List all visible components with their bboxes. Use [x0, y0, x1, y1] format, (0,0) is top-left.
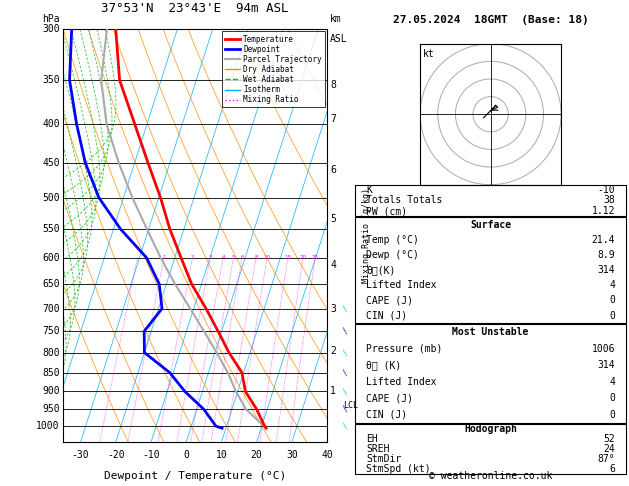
Text: Temp (°C): Temp (°C) — [366, 235, 419, 245]
Text: 6: 6 — [240, 255, 244, 260]
Text: © weatheronline.co.uk: © weatheronline.co.uk — [429, 471, 552, 481]
Text: 500: 500 — [42, 192, 60, 203]
Text: /: / — [342, 422, 350, 431]
Text: CAPE (J): CAPE (J) — [366, 393, 413, 403]
Text: 5: 5 — [231, 255, 235, 260]
Text: /: / — [342, 327, 350, 335]
Text: LCL: LCL — [343, 401, 358, 410]
Text: 7: 7 — [330, 114, 336, 124]
Text: θᴄ (K): θᴄ (K) — [366, 360, 401, 370]
Text: Pressure (mb): Pressure (mb) — [366, 344, 443, 354]
Text: 750: 750 — [42, 326, 60, 336]
Text: 5: 5 — [330, 214, 336, 224]
Text: km: km — [330, 14, 342, 24]
Text: 10: 10 — [216, 450, 227, 460]
Text: /: / — [342, 405, 350, 414]
Text: 0: 0 — [609, 410, 615, 419]
Text: 40: 40 — [321, 450, 333, 460]
Text: 37°53'N  23°43'E  94m ASL: 37°53'N 23°43'E 94m ASL — [101, 1, 289, 15]
Text: 25: 25 — [312, 255, 319, 260]
Text: 52: 52 — [603, 434, 615, 444]
Text: Lifted Index: Lifted Index — [366, 377, 437, 387]
Text: 950: 950 — [42, 404, 60, 414]
Text: EH: EH — [366, 434, 378, 444]
Text: 27.05.2024  18GMT  (Base: 18): 27.05.2024 18GMT (Base: 18) — [392, 15, 589, 25]
Text: hPa: hPa — [42, 14, 60, 24]
Text: 21.4: 21.4 — [591, 235, 615, 245]
Text: 1000: 1000 — [36, 421, 60, 431]
Text: 1: 1 — [162, 255, 165, 260]
Text: 15: 15 — [284, 255, 291, 260]
Text: -20: -20 — [107, 450, 125, 460]
Text: 550: 550 — [42, 224, 60, 234]
Text: ASL: ASL — [330, 34, 348, 44]
Text: CIN (J): CIN (J) — [366, 410, 408, 419]
Text: Lifted Index: Lifted Index — [366, 280, 437, 290]
Text: StmSpd (kt): StmSpd (kt) — [366, 464, 431, 474]
Text: StmDir: StmDir — [366, 454, 401, 464]
Text: -10: -10 — [142, 450, 160, 460]
Text: 350: 350 — [42, 75, 60, 85]
Text: kt: kt — [423, 50, 435, 59]
Text: 850: 850 — [42, 367, 60, 378]
Text: 400: 400 — [42, 119, 60, 129]
Text: 2: 2 — [330, 346, 336, 356]
Text: 30: 30 — [286, 450, 298, 460]
Legend: Temperature, Dewpoint, Parcel Trajectory, Dry Adiabat, Wet Adiabat, Isotherm, Mi: Temperature, Dewpoint, Parcel Trajectory… — [221, 32, 325, 107]
Text: CIN (J): CIN (J) — [366, 311, 408, 321]
Text: 314: 314 — [598, 265, 615, 275]
Text: 0: 0 — [183, 450, 189, 460]
Text: /: / — [342, 387, 350, 396]
Text: 6: 6 — [330, 165, 336, 175]
Text: 8: 8 — [330, 80, 336, 90]
Text: Most Unstable: Most Unstable — [452, 328, 529, 337]
Text: 20: 20 — [251, 450, 262, 460]
Text: Totals Totals: Totals Totals — [366, 195, 443, 206]
Text: 4: 4 — [609, 280, 615, 290]
Text: 6: 6 — [609, 464, 615, 474]
Text: 3: 3 — [330, 304, 336, 313]
Text: K: K — [366, 185, 372, 195]
Text: 87°: 87° — [598, 454, 615, 464]
Text: 0: 0 — [609, 311, 615, 321]
Text: PW (cm): PW (cm) — [366, 206, 408, 216]
Text: 4: 4 — [330, 260, 336, 270]
Text: 700: 700 — [42, 304, 60, 313]
Text: 10: 10 — [264, 255, 270, 260]
Text: Dewpoint / Temperature (°C): Dewpoint / Temperature (°C) — [104, 471, 286, 482]
Text: 1: 1 — [330, 386, 336, 396]
Text: 4: 4 — [609, 377, 615, 387]
Text: 1.12: 1.12 — [591, 206, 615, 216]
Text: 650: 650 — [42, 279, 60, 289]
Text: 0: 0 — [609, 295, 615, 306]
Text: 1006: 1006 — [591, 344, 615, 354]
Text: /: / — [342, 348, 350, 357]
Text: 2: 2 — [191, 255, 194, 260]
Text: -10: -10 — [598, 185, 615, 195]
Text: Hodograph: Hodograph — [464, 424, 517, 434]
Text: 314: 314 — [598, 360, 615, 370]
Text: /: / — [342, 304, 350, 313]
Text: 8: 8 — [254, 255, 258, 260]
Text: CAPE (J): CAPE (J) — [366, 295, 413, 306]
Text: /: / — [342, 368, 350, 377]
Text: 600: 600 — [42, 253, 60, 263]
Text: Surface: Surface — [470, 220, 511, 230]
Text: Mixing Ratio (g/kg): Mixing Ratio (g/kg) — [362, 188, 371, 283]
Text: 300: 300 — [42, 24, 60, 34]
Text: 24: 24 — [603, 444, 615, 454]
Text: 3: 3 — [208, 255, 212, 260]
Text: 0: 0 — [609, 393, 615, 403]
Text: Dewp (°C): Dewp (°C) — [366, 250, 419, 260]
Text: θᴄ(K): θᴄ(K) — [366, 265, 396, 275]
Text: 38: 38 — [603, 195, 615, 206]
Text: 20: 20 — [299, 255, 306, 260]
Text: SREH: SREH — [366, 444, 390, 454]
Text: 900: 900 — [42, 386, 60, 397]
Text: 800: 800 — [42, 347, 60, 358]
Text: 8.9: 8.9 — [598, 250, 615, 260]
Text: 450: 450 — [42, 158, 60, 168]
Text: 4: 4 — [221, 255, 225, 260]
Text: -30: -30 — [72, 450, 89, 460]
